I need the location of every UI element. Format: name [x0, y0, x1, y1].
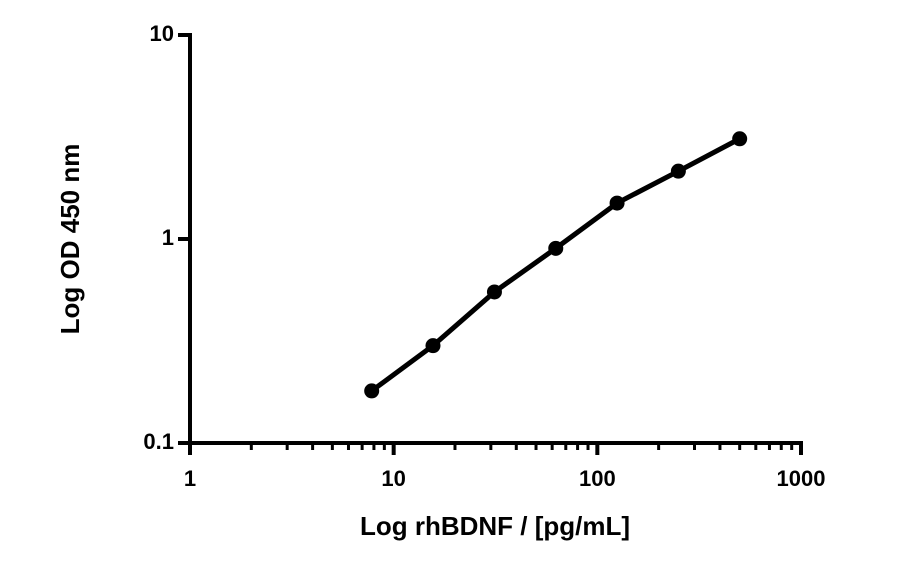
data-line — [370, 136, 741, 393]
y-tick-label: 1 — [162, 225, 174, 250]
data-point — [486, 284, 502, 300]
x-tick-label: 100 — [579, 466, 616, 491]
x-axis-title: Log rhBDNF / [pg/mL] — [360, 511, 630, 541]
x-tick-label: 1000 — [777, 466, 826, 491]
data-point — [548, 240, 564, 256]
x-tick-label: 1 — [184, 466, 196, 491]
y-tick-label: 10 — [150, 21, 174, 46]
y-tick-label: 0.1 — [143, 429, 174, 454]
data-point — [425, 338, 441, 354]
data-point — [670, 163, 686, 179]
x-tick-label: 10 — [381, 466, 405, 491]
y-axis-title: Log OD 450 nm — [55, 144, 85, 335]
data-point — [732, 131, 748, 147]
data-point — [364, 383, 380, 399]
data-point — [609, 195, 625, 211]
